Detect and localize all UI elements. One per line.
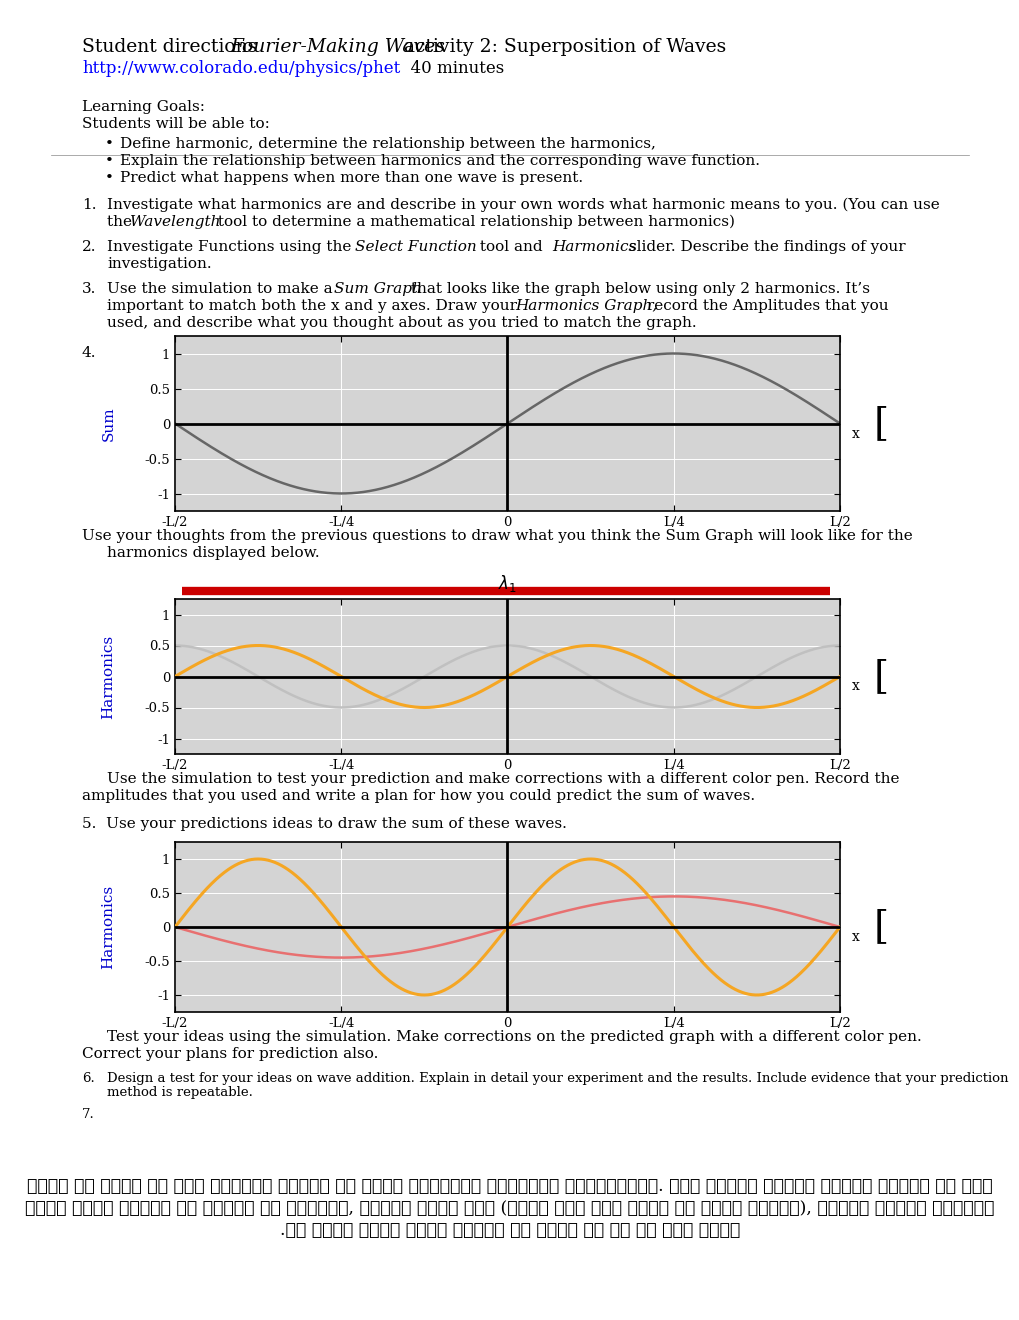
Text: Sum Graph: Sum Graph [333, 282, 422, 296]
Text: investigation.: investigation. [107, 257, 211, 271]
Text: Harmonics Graph,: Harmonics Graph, [515, 300, 656, 313]
Text: slider. Describe the findings of your: slider. Describe the findings of your [624, 240, 905, 253]
Text: $\lambda_1$: $\lambda_1$ [497, 573, 517, 594]
Text: Use the simulation to test your prediction and make corrections with a different: Use the simulation to test your predicti… [107, 772, 899, 785]
Text: Investigate Functions using the: Investigate Functions using the [107, 240, 356, 253]
Text: Predict what happens when more than one wave is present.: Predict what happens when more than one … [120, 172, 583, 185]
Text: tool and: tool and [475, 240, 547, 253]
Text: method is repeatable.: method is repeatable. [107, 1086, 253, 1100]
Text: 6.: 6. [82, 1072, 95, 1085]
Text: [: [ [872, 657, 888, 696]
Text: that looks like the graph below using only 2 harmonics. It’s: that looks like the graph below using on… [406, 282, 869, 296]
Text: Sum: Sum [102, 407, 115, 441]
Text: Student directions: Student directions [82, 38, 263, 55]
Text: activity 2: Superposition of Waves: activity 2: Superposition of Waves [397, 38, 726, 55]
Text: Correct your plans for prediction also.: Correct your plans for prediction also. [82, 1047, 378, 1061]
Text: http://www.colorado.edu/physics/phet: http://www.colorado.edu/physics/phet [82, 59, 399, 77]
Text: Harmonics: Harmonics [551, 240, 636, 253]
Text: important to match both the x and y axes. Draw your: important to match both the x and y axes… [107, 300, 522, 313]
Text: used, and describe what you thought about as you tried to match the graph.: used, and describe what you thought abou… [107, 315, 696, 330]
Text: 1.: 1. [82, 198, 97, 213]
Text: record the Amplitudes that you: record the Amplitudes that you [641, 300, 888, 313]
Text: Define harmonic, determine the relationship between the harmonics,: Define harmonic, determine the relations… [120, 137, 655, 150]
Text: •: • [105, 137, 114, 150]
Text: Wavelength: Wavelength [129, 215, 220, 228]
Text: amplitudes that you used and write a plan for how you could predict the sum of w: amplitudes that you used and write a pla… [82, 789, 754, 803]
Text: x: x [851, 426, 859, 441]
Text: .או הפצה בדרך אחרת כלשהי של קובץ זה או כל חלק ממנו: .או הפצה בדרך אחרת כלשהי של קובץ זה או כ… [279, 1222, 740, 1239]
Text: the: the [107, 215, 137, 228]
Text: 40 minutes: 40 minutes [399, 59, 503, 77]
Text: tool to determine a mathematical relationship between harmonics): tool to determine a mathematical relatio… [213, 215, 735, 230]
Text: Design a test for your ideas on wave addition. Explain in detail your experiment: Design a test for your ideas on wave add… [107, 1072, 1008, 1085]
Text: Explain the relationship between harmonics and the corresponding wave function.: Explain the relationship between harmoni… [120, 154, 759, 168]
Text: [: [ [872, 405, 888, 442]
Text: 3.: 3. [82, 282, 96, 296]
Text: Harmonics: Harmonics [102, 635, 115, 718]
Text: Learning Goals:: Learning Goals: [82, 100, 205, 114]
Text: קובץ זה נועד אך ורק לשימוש האישי של מורי הפיזיקה ולהוראה בכיתותיהם. אין לעשות שי: קובץ זה נועד אך ורק לשימוש האישי של מורי… [28, 1177, 991, 1195]
Text: Fourier-Making Waves: Fourier-Making Waves [229, 38, 444, 55]
Text: harmonics displayed below.: harmonics displayed below. [107, 546, 319, 560]
Text: מטרה אחרת ובכלל זה שימוש זה שימושי, פרסום באתר אחר (למעט אתר בית הספר בו מלמד המ: מטרה אחרת ובכלל זה שימוש זה שימושי, פרסו… [25, 1200, 994, 1217]
Text: Investigate what harmonics are and describe in your own words what harmonic mean: Investigate what harmonics are and descr… [107, 198, 938, 213]
Text: Use the simulation to make a: Use the simulation to make a [107, 282, 337, 296]
Text: Test your ideas using the simulation. Make corrections on the predicted graph wi: Test your ideas using the simulation. Ma… [107, 1030, 921, 1044]
Text: x: x [851, 678, 859, 693]
Text: Select Function: Select Function [355, 240, 476, 253]
Text: Harmonics: Harmonics [102, 884, 115, 969]
Text: 4.: 4. [82, 346, 97, 360]
Text: x: x [851, 931, 859, 944]
Text: 5.  Use your predictions ideas to draw the sum of these waves.: 5. Use your predictions ideas to draw th… [82, 817, 567, 832]
Text: •: • [105, 172, 114, 185]
Text: [: [ [872, 908, 888, 945]
Text: Use your thoughts from the previous questions to draw what you think the Sum Gra: Use your thoughts from the previous ques… [82, 529, 912, 543]
Text: •: • [105, 154, 114, 168]
Text: 2.: 2. [82, 240, 97, 253]
Text: Students will be able to:: Students will be able to: [82, 117, 270, 131]
Text: 7.: 7. [82, 1107, 95, 1121]
